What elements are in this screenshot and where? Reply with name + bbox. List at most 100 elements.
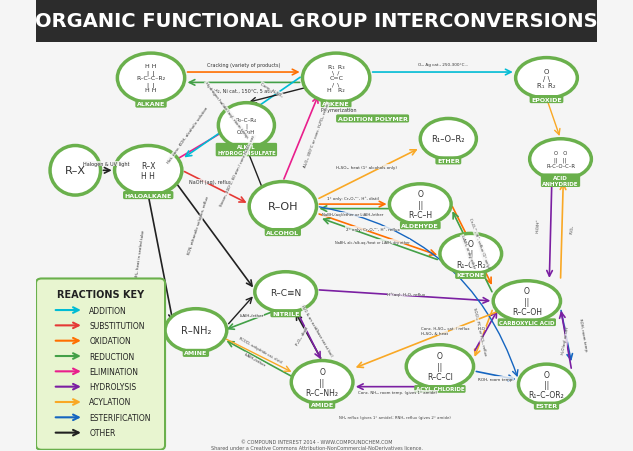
Text: H H
| |
R–C–C–R₂
| |
H H: H H | | R–C–C–R₂ | | H H (137, 64, 166, 93)
Text: ESTER: ESTER (536, 403, 558, 408)
Text: LiAlH₄/ether: LiAlH₄/ether (243, 352, 266, 368)
Text: REACTIONS KEY: REACTIONS KEY (57, 290, 144, 299)
Text: ALKANE: ALKANE (137, 102, 165, 107)
Text: H₂O: H₂O (478, 327, 486, 330)
Text: O
||
R–C–OH: O || R–C–OH (512, 286, 542, 316)
Text: ADDITION: ADDITION (89, 306, 127, 315)
Text: P₂O₅: P₂O₅ (569, 225, 574, 234)
Text: O
/ \
R₁ R₂: O / \ R₁ R₂ (537, 69, 556, 89)
Text: LiAlH₄ in dry ether: LiAlH₄ in dry ether (460, 235, 476, 269)
Text: Steam, 300°C, 60 atm / conc H₂SO₄, cat: Steam, 300°C, 60 atm / conc H₂SO₄, cat (220, 135, 256, 207)
Ellipse shape (255, 272, 316, 313)
Text: LiAlH₄/ether: LiAlH₄/ether (240, 314, 264, 318)
Text: ALKENE: ALKENE (322, 102, 350, 107)
Text: OXIDATION: OXIDATION (89, 336, 131, 345)
Ellipse shape (165, 309, 227, 352)
Ellipse shape (291, 361, 353, 404)
Text: O₂, Ag cat., 250-300°C...: O₂, Ag cat., 250-300°C... (418, 63, 468, 67)
Text: CARBOXYLIC ACID: CARBOXYLIC ACID (499, 320, 555, 325)
Text: EPOXIDE: EPOXIDE (531, 97, 562, 102)
Ellipse shape (516, 59, 577, 99)
Text: ADDITION POLYMER: ADDITION POLYMER (337, 117, 408, 122)
Ellipse shape (117, 54, 185, 103)
Text: NaBH₄(aq)/ether or LiAlH₄/ether: NaBH₄(aq)/ether or LiAlH₄/ether (322, 213, 384, 217)
Text: Hot, conc. KOH, alcoholic solution: Hot, conc. KOH, alcoholic solution (166, 106, 209, 164)
Text: ALKYL
HYDROGENSULFATE: ALKYL HYDROGENSULFATE (217, 145, 276, 156)
Text: ETHER: ETHER (437, 158, 460, 164)
Ellipse shape (420, 119, 477, 160)
Text: ESTERIFICATION: ESTERIFICATION (89, 413, 151, 422)
FancyBboxPatch shape (36, 0, 597, 43)
Ellipse shape (406, 345, 473, 388)
Ellipse shape (493, 281, 560, 322)
Ellipse shape (50, 146, 101, 196)
Text: R–C≡N: R–C≡N (270, 288, 301, 297)
Text: ACID
ANHYDRIDE: ACID ANHYDRIDE (542, 175, 579, 186)
Text: R–X: R–X (65, 166, 86, 176)
Text: R–OH: R–OH (268, 202, 298, 212)
Text: Conc. NH₃, room temp. (gives 1° amide): Conc. NH₃, room temp. (gives 1° amide) (358, 390, 437, 394)
Text: RCOCl, anhydride cat. distil: RCOCl, anhydride cat. distil (238, 336, 282, 364)
Ellipse shape (249, 182, 316, 232)
Text: NaBH₄ alc./alk.aq./heat or LiAlH₄ dry ether: NaBH₄ alc./alk.aq./heat or LiAlH₄ dry et… (335, 240, 410, 244)
Text: H₂, Ni cat., 150°C, 5 atm: H₂, Ni cat., 150°C, 5 atm (213, 88, 273, 93)
Text: REDUCTION: REDUCTION (89, 352, 135, 361)
Text: H₂SO₄, heat (1° alcohols only): H₂SO₄, heat (1° alcohols only) (337, 166, 398, 169)
Text: H₂O/H⁺: H₂O/H⁺ (536, 217, 541, 232)
Text: R–X
H H: R–X H H (141, 161, 156, 180)
Ellipse shape (115, 146, 182, 196)
Ellipse shape (530, 139, 591, 180)
Text: AMINE: AMINE (184, 350, 208, 355)
Text: ALCOHOL: ALCOHOL (266, 230, 299, 235)
Text: R₃–C–R₄
|
OSO₃H: R₃–C–R₄ | OSO₃H (236, 117, 257, 134)
Text: H⁺(aq), H₂O, reflux: H⁺(aq), H₂O, reflux (387, 292, 425, 296)
Text: Halogen & UV light: Halogen & UV light (83, 161, 129, 167)
Text: ROH, room temp.: ROH, room temp. (578, 318, 588, 352)
Text: H₂SO₄ & heat: H₂SO₄ & heat (421, 331, 448, 335)
Text: O
||
R–C–Cl: O || R–C–Cl (427, 352, 453, 382)
FancyBboxPatch shape (36, 279, 165, 450)
Text: KETONE: KETONE (456, 273, 485, 278)
Text: 1° only: Cr₂O₇²⁻, H⁺, distil: 1° only: Cr₂O₇²⁻, H⁺, distil (327, 196, 379, 200)
Text: ORGANIC FUNCTIONAL GROUP INTERCONVERSIONS: ORGANIC FUNCTIONAL GROUP INTERCONVERSION… (35, 12, 598, 31)
Text: R₁ R₃
\ /
C=C
/ \
H  R₂: R₁ R₃ \ / C=C / \ H R₂ (327, 64, 345, 93)
Text: ACYL CHLORIDE: ACYL CHLORIDE (416, 387, 464, 391)
Ellipse shape (518, 364, 575, 405)
Text: Cracking (variety of products): Cracking (variety of products) (207, 63, 280, 68)
Text: Conc. H₂SO₄, cat. / reflux: Conc. H₂SO₄, cat. / reflux (422, 327, 470, 330)
Text: O
||
R₁–C–R₂: O || R₁–C–R₂ (456, 239, 486, 269)
Text: 2° only: Cr₂O₇²⁻, H⁺, reflux: 2° only: Cr₂O₇²⁻, H⁺, reflux (346, 227, 399, 232)
Text: AMIDE: AMIDE (311, 402, 334, 407)
Text: SOCl₂, PCl₃ or PCl₅, reflux: SOCl₂, PCl₃ or PCl₅, reflux (472, 306, 487, 355)
Text: H₂O & an acid/base cat at boil: H₂O & an acid/base cat at boil (300, 304, 333, 357)
Text: ACYLATION: ACYLATION (89, 398, 132, 407)
Text: © COMPOUND INTEREST 2014 - WWW.COMPOUNDCHEM.COM
Shared under a Creative Commons : © COMPOUND INTEREST 2014 - WWW.COMPOUNDC… (211, 439, 422, 450)
Text: R₁–O–R₂: R₁–O–R₂ (432, 135, 465, 144)
Text: ROH, room temp.: ROH, room temp. (478, 377, 514, 381)
Text: OTHER: OTHER (89, 428, 116, 437)
Text: HYDROLYSIS: HYDROLYSIS (89, 382, 137, 391)
Ellipse shape (303, 54, 370, 103)
Text: Cr₂O₇²⁻, H⁺, reflux (1° only): Cr₂O₇²⁻, H⁺, reflux (1° only) (468, 217, 491, 269)
Text: HALOALKANE: HALOALKANE (125, 193, 172, 198)
Text: Al₂O₃, 300°C or conc. H₃PO₄, reflux: Al₂O₃, 300°C or conc. H₃PO₄, reflux (303, 102, 330, 167)
Text: ALDEHYDE: ALDEHYDE (401, 223, 439, 228)
Text: P₂O₅, distil: P₂O₅, distil (296, 325, 310, 345)
Ellipse shape (218, 103, 275, 148)
Text: NH₃ reflux (gives 1° amide); RNH₂ reflux (gives 2° amide): NH₃ reflux (gives 1° amide); RNH₂ reflux… (339, 415, 451, 419)
Text: O
||
R–C–H: O || R–C–H (408, 190, 432, 220)
Text: Conc. NH₃, heat in sealed tube: Conc. NH₃, heat in sealed tube (134, 230, 146, 292)
Text: Conc. H₂SO₄: Conc. H₂SO₄ (260, 82, 284, 98)
Text: Hydrogen halide (aq), room temp.: Hydrogen halide (aq), room temp. (204, 81, 249, 139)
Text: O
||
R–C–NH₂: O || R–C–NH₂ (306, 368, 339, 397)
Text: NaOH (aq), reflux: NaOH (aq), reflux (189, 179, 231, 184)
Text: NITRILE: NITRILE (272, 311, 299, 316)
Text: KCN, ethanolic solution, reflux: KCN, ethanolic solution, reflux (187, 195, 210, 255)
Text: O
||
R₁–C–OR₂: O || R₁–C–OR₂ (529, 370, 565, 400)
Text: H₂O(aq) or OH⁻: H₂O(aq) or OH⁻ (561, 325, 571, 354)
Ellipse shape (440, 234, 501, 274)
Text: Polymerization: Polymerization (321, 108, 357, 113)
Text: ELIMINATION: ELIMINATION (89, 367, 139, 376)
Text: R–NH₂: R–NH₂ (180, 326, 211, 336)
Text: SUBSTITUTION: SUBSTITUTION (89, 321, 145, 330)
